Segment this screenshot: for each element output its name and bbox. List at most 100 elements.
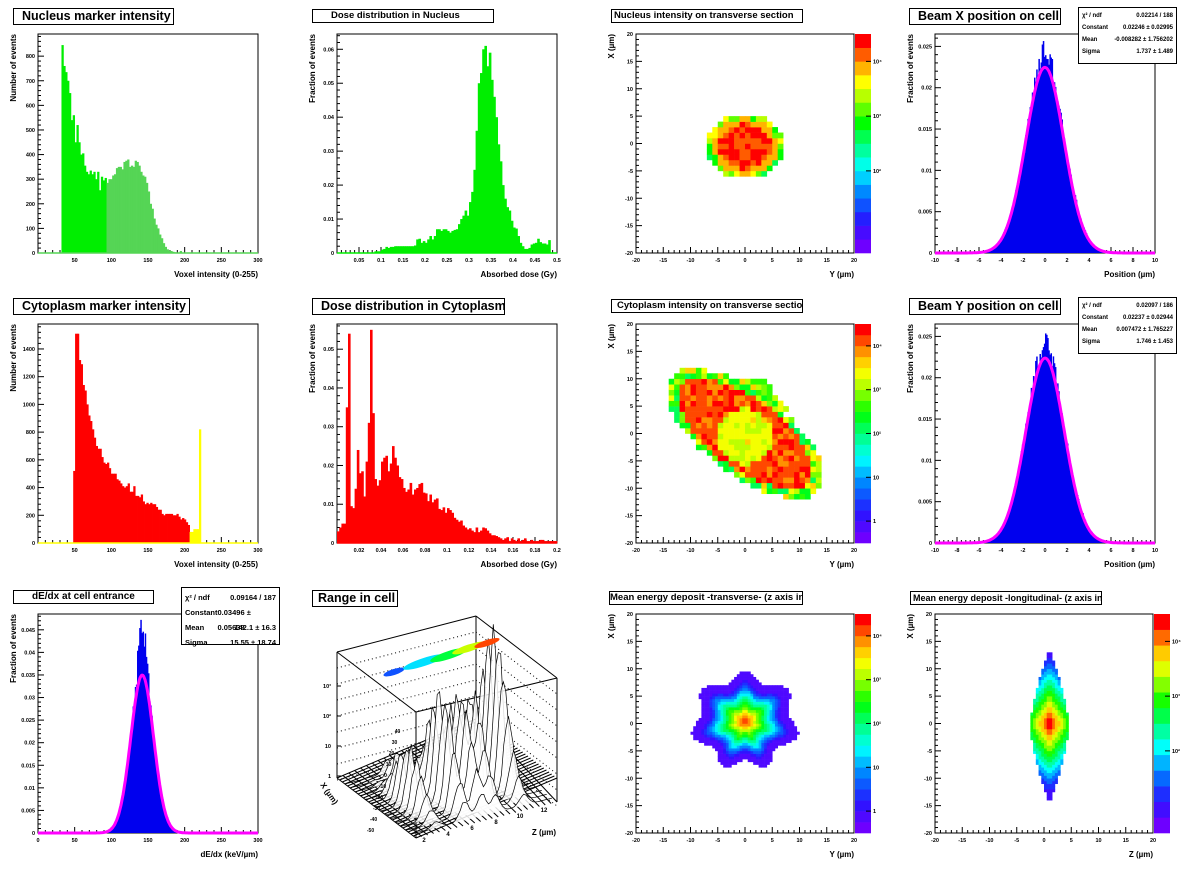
heatmap-cell	[742, 696, 746, 700]
color-scale-step	[855, 239, 871, 254]
heatmap-cell	[772, 417, 778, 423]
heatmap-cell	[1046, 720, 1050, 724]
histogram-bar	[1069, 466, 1071, 543]
panel-cytoplasm-dose: Dose distribution in Cytoplasm 0.02 0.04 0…	[299, 290, 598, 580]
histogram-bar	[63, 65, 66, 253]
color-scale-step	[855, 433, 871, 445]
histogram-bar	[495, 117, 498, 254]
histogram-bar	[113, 824, 116, 833]
heatmap-cell	[734, 121, 740, 128]
histogram-bar	[387, 471, 391, 543]
histogram-bar	[97, 448, 100, 543]
heatmap-cell	[1038, 739, 1042, 743]
heatmap-cell	[1060, 690, 1064, 694]
heatmap-cell	[755, 709, 759, 713]
heatmap-cell	[783, 690, 787, 694]
heatmap-cell	[777, 449, 784, 456]
y-axis-label: Number of events	[9, 323, 18, 391]
heatmap-cell	[715, 748, 719, 752]
gaussian-fit-curve	[38, 673, 258, 835]
heatmap-cell	[1046, 791, 1050, 795]
heatmap-cell	[712, 422, 719, 429]
heatmap-cell	[1033, 709, 1037, 713]
heatmap-cell	[1049, 728, 1053, 733]
heatmap-cell	[753, 756, 757, 760]
heatmap-cell	[717, 384, 724, 390]
y-tick-label: 0	[331, 541, 334, 547]
heatmap-cell	[685, 417, 691, 423]
heatmap-cell	[1038, 698, 1042, 702]
heatmap-cell	[717, 704, 721, 708]
histogram-bar	[122, 486, 125, 543]
heatmap-cell	[717, 693, 721, 697]
heatmap-cell	[747, 720, 751, 724]
y-tick-label: 0.015	[21, 763, 35, 769]
heatmap-cell	[747, 728, 751, 733]
heatmap-cell	[1041, 761, 1045, 765]
heatmap-cell	[742, 709, 746, 713]
heatmap-cell	[772, 737, 776, 741]
heatmap-cell	[772, 132, 778, 139]
heatmap-cell	[690, 411, 697, 418]
heatmap-cell	[685, 428, 691, 434]
heatmap-cell	[1035, 715, 1039, 719]
color-scale-step	[1154, 614, 1170, 630]
heatmap-cell	[788, 449, 795, 456]
heatmap-energy-transverse: -20 -15 -10 -5 0 5 10 15 20-20-15-10-505101520Y …	[607, 612, 882, 859]
heatmap-cell	[720, 709, 724, 713]
heatmap-cell	[706, 422, 713, 429]
heatmap-cell	[764, 748, 768, 752]
heatmap-cell	[769, 742, 773, 746]
heatmap-cell	[766, 444, 773, 451]
heatmap-cell	[725, 685, 729, 689]
heatmap-cell	[810, 444, 817, 451]
heatmap-cell	[698, 737, 702, 741]
heatmap-cell	[755, 734, 759, 738]
histogram-bar	[1004, 520, 1006, 543]
heatmap-cell	[1046, 660, 1050, 664]
x-tick-label: 300	[253, 838, 262, 844]
x-tick-label: 10	[796, 838, 802, 844]
heatmap-cell	[750, 742, 754, 746]
color-scale-step	[855, 88, 871, 103]
heatmap-cell	[772, 698, 776, 702]
heatmap-cell	[712, 734, 716, 738]
histogram-bar	[374, 479, 377, 543]
y-tick-label: -5	[628, 169, 633, 175]
heatmap-cell	[780, 690, 784, 694]
heatmap-cell	[761, 764, 765, 768]
heatmap-cell	[706, 718, 710, 722]
heatmap-cell	[1054, 772, 1058, 776]
heatmap-cell	[695, 406, 702, 412]
heatmap-cell	[1046, 772, 1050, 776]
heatmap-cell	[712, 690, 716, 694]
heatmap-cell	[728, 406, 735, 412]
heatmap-cell	[777, 422, 784, 429]
heatmap-cell	[766, 720, 770, 724]
histogram-bar	[1062, 422, 1065, 543]
heatmap-cell	[695, 378, 702, 385]
heatmap-cell	[1054, 761, 1058, 765]
heatmap-cell	[742, 750, 746, 754]
histogram-bar	[1007, 220, 1010, 253]
color-scale-step	[855, 143, 871, 158]
x-tick-label: 15	[824, 548, 830, 554]
histogram-bar	[142, 501, 145, 543]
y-tick-label: 0.025	[21, 718, 35, 724]
heatmap-cell	[739, 737, 743, 741]
heatmap-cell	[734, 750, 738, 754]
histogram-bar	[394, 457, 397, 543]
heatmap-cell	[761, 734, 765, 738]
heatmap-cell	[747, 756, 751, 760]
heatmap-cell	[1057, 712, 1061, 716]
heatmap-cell	[1060, 750, 1064, 754]
heatmap-cell	[1049, 780, 1053, 785]
heatmap-cell	[750, 154, 757, 161]
heatmap-cell	[1030, 726, 1034, 730]
heatmap-cell	[728, 707, 732, 711]
heatmap-cell	[698, 734, 702, 738]
heatmap-cell	[785, 734, 789, 738]
heatmap-cell	[739, 460, 746, 467]
histogram-bar	[398, 477, 402, 543]
heatmap-cell	[1054, 712, 1058, 716]
